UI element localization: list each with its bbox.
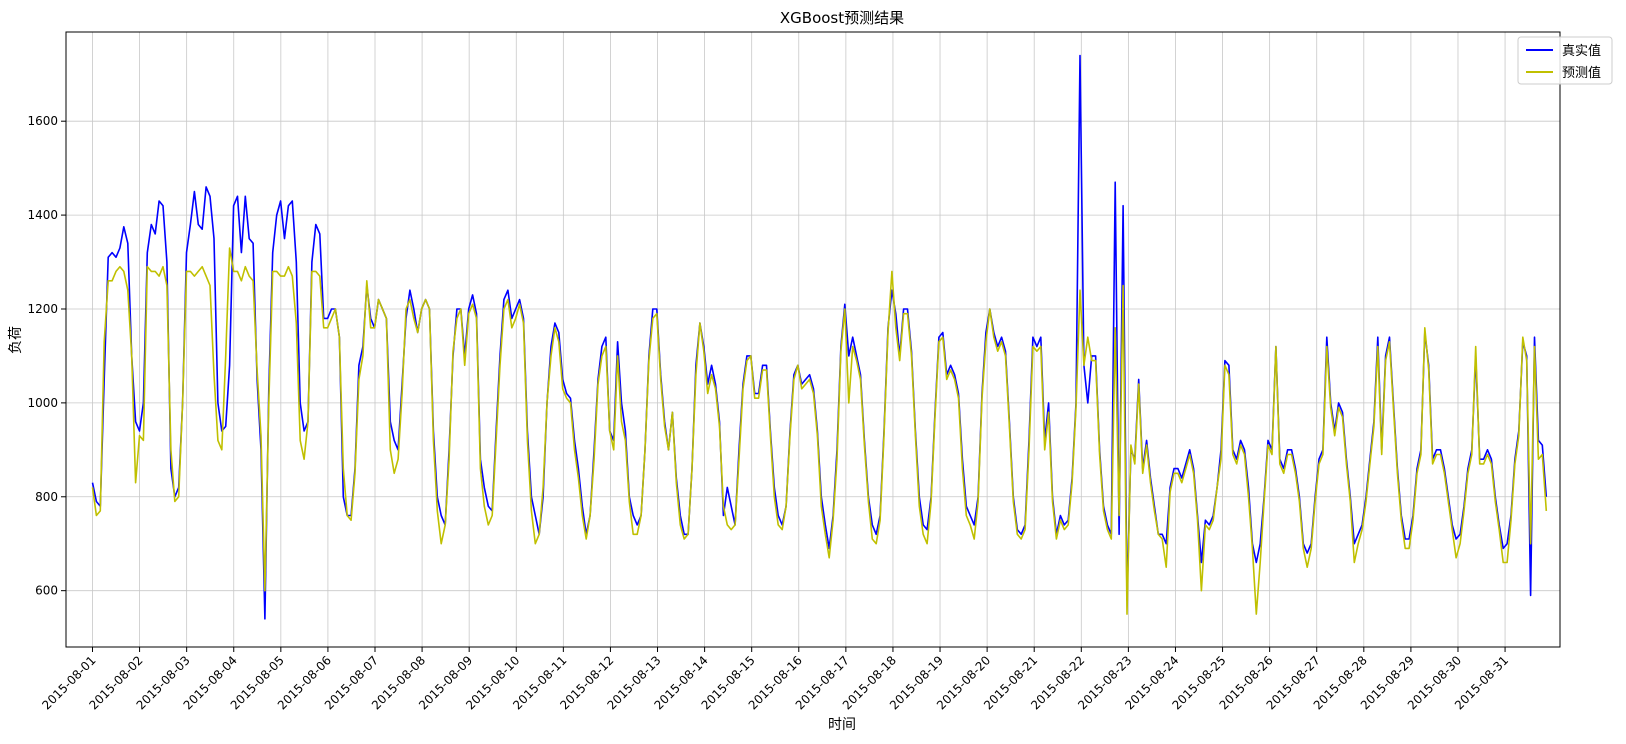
series-layer (91, 54, 1548, 620)
y-tick-label: 1400 (27, 208, 58, 222)
y-tick-label: 1000 (27, 396, 58, 410)
x-axis-label: 时间 (828, 717, 856, 733)
legend-label-actual: 真实值 (1562, 43, 1601, 59)
y-tick-label: 1200 (27, 302, 58, 316)
legend-label-predicted: 预测值 (1562, 65, 1601, 81)
y-axis-label: 负荷 (8, 326, 24, 354)
chart-title: XGBoost预测结果 (780, 9, 904, 27)
series-predicted-line (91, 247, 1548, 615)
legend: 真实值 预测值 (1517, 36, 1613, 85)
plot-area-frame (65, 31, 1561, 648)
y-tick-label: 600 (35, 584, 58, 598)
y-tick-label: 800 (35, 490, 58, 504)
y-tick-label: 1600 (27, 114, 58, 128)
y-axis: 600 800 1000 1200 1400 1600 (27, 114, 66, 598)
